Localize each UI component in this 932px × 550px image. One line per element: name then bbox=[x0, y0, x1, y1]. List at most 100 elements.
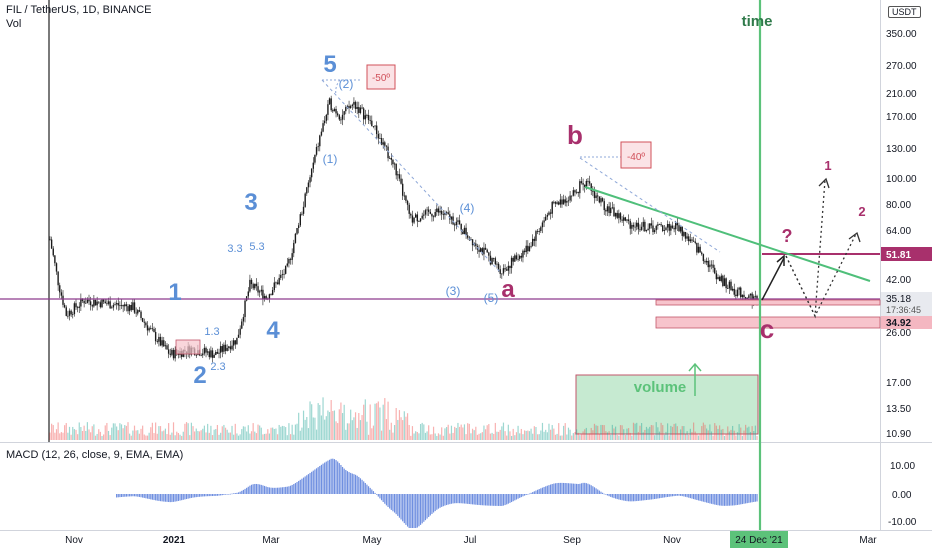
projection-path-1-head bbox=[818, 177, 830, 189]
candle-body bbox=[236, 337, 238, 345]
volume-bar bbox=[137, 430, 139, 440]
symbol-title[interactable]: FIL / TetherUS, 1D, BINANCE bbox=[6, 4, 152, 16]
volume-bar bbox=[484, 429, 487, 440]
candle-body bbox=[237, 334, 240, 338]
macd-pane bbox=[0, 443, 880, 530]
candle-body bbox=[623, 217, 625, 221]
volume-bar bbox=[161, 431, 163, 440]
dashed-trend-1 bbox=[321, 79, 501, 273]
candle-body bbox=[333, 108, 336, 112]
candle-body bbox=[275, 282, 277, 284]
macd-bar bbox=[647, 494, 649, 500]
macd-bar bbox=[634, 494, 636, 502]
macd-bar bbox=[262, 485, 264, 494]
macd-bar bbox=[137, 494, 139, 497]
macd-bar bbox=[728, 494, 730, 506]
candle-body bbox=[717, 277, 719, 280]
projection-arrow-up bbox=[761, 257, 785, 301]
volume-bar bbox=[57, 422, 59, 440]
volume-bar bbox=[556, 433, 558, 440]
volume-bar bbox=[528, 431, 531, 440]
candle-body bbox=[128, 304, 131, 312]
macd-indicator-label[interactable]: MACD (12, 26, close, 9, EMA, EMA) bbox=[6, 449, 184, 461]
volume-bar bbox=[745, 424, 747, 440]
macd-bar bbox=[428, 494, 430, 518]
time-tick: Mar bbox=[262, 535, 280, 546]
candle-body bbox=[171, 349, 173, 355]
volume-bar bbox=[91, 426, 93, 440]
volume-bar bbox=[229, 432, 232, 440]
volume-bar bbox=[488, 424, 490, 440]
volume-bar bbox=[478, 433, 480, 440]
time-axis[interactable]: Nov 2021 Mar May Jul Sep Nov 24 Dec '21 … bbox=[65, 531, 877, 548]
macd-bar bbox=[208, 494, 210, 497]
candle-body bbox=[618, 213, 620, 218]
volume-bar bbox=[719, 425, 721, 440]
candle-body bbox=[106, 303, 108, 305]
candle-body bbox=[450, 216, 453, 220]
volume-bar bbox=[504, 431, 506, 440]
macd-bar bbox=[590, 485, 592, 494]
volume-bar bbox=[169, 434, 171, 440]
candle-body bbox=[673, 227, 675, 230]
macd-bar bbox=[701, 494, 703, 502]
candle-body bbox=[702, 254, 705, 262]
volume-indicator-label[interactable]: Vol bbox=[6, 18, 22, 30]
macd-bar bbox=[512, 494, 514, 502]
macd-bar bbox=[450, 494, 453, 504]
volume-bar bbox=[265, 433, 267, 440]
volume-bar bbox=[130, 435, 132, 440]
candle-body bbox=[501, 273, 503, 275]
currency-badge[interactable]: USDT bbox=[888, 6, 921, 18]
volume-bar bbox=[307, 428, 310, 440]
candle-body bbox=[562, 199, 565, 205]
candle-body bbox=[463, 227, 466, 235]
macd-bar bbox=[756, 494, 758, 502]
candle-body bbox=[574, 190, 576, 193]
candle-body bbox=[380, 138, 383, 145]
candle-body bbox=[488, 252, 490, 256]
macd-bar bbox=[341, 466, 344, 494]
candle-body bbox=[86, 299, 89, 303]
volume-bar bbox=[64, 425, 66, 440]
candle-body bbox=[522, 250, 524, 258]
macd-bar bbox=[606, 494, 609, 496]
macd-bar bbox=[678, 494, 680, 496]
volume-bar bbox=[610, 434, 612, 440]
candle-body bbox=[406, 200, 409, 205]
candle-body bbox=[528, 246, 531, 252]
projection-2-label: 2 bbox=[858, 204, 865, 219]
candle-body bbox=[496, 263, 498, 265]
candle-body bbox=[252, 284, 254, 289]
macd-bar bbox=[712, 494, 714, 505]
volume-bar bbox=[341, 413, 344, 440]
volume-bar bbox=[197, 431, 199, 440]
volume-bar bbox=[200, 430, 202, 440]
volume-bar bbox=[707, 430, 709, 440]
candle-body bbox=[322, 123, 324, 132]
volume-bar bbox=[502, 422, 505, 440]
volume-bar bbox=[688, 434, 690, 440]
macd-bar bbox=[133, 494, 136, 497]
candle-body bbox=[50, 239, 53, 249]
macd-bar bbox=[561, 482, 563, 494]
volume-bar bbox=[561, 435, 563, 440]
macd-bar bbox=[532, 492, 534, 494]
macd-bar bbox=[390, 494, 392, 510]
volume-bar bbox=[678, 433, 680, 440]
candle-body bbox=[519, 255, 521, 259]
candle-body bbox=[54, 255, 56, 264]
volume-bar bbox=[600, 424, 602, 440]
price-axis[interactable]: 350.00 270.00 210.00 170.00 130.00 100.0… bbox=[881, 29, 932, 440]
wave-2-label: 2 bbox=[193, 362, 206, 389]
price-tick: 130.00 bbox=[886, 144, 917, 155]
candle-body bbox=[709, 264, 711, 268]
macd-bar bbox=[298, 480, 300, 494]
volume-bar bbox=[354, 412, 357, 440]
macd-bar bbox=[389, 494, 391, 509]
subwave-(3)-label: (3) bbox=[446, 284, 461, 298]
macd-bar bbox=[601, 492, 604, 494]
volume-bar bbox=[335, 421, 337, 440]
macd-bar bbox=[754, 494, 756, 502]
